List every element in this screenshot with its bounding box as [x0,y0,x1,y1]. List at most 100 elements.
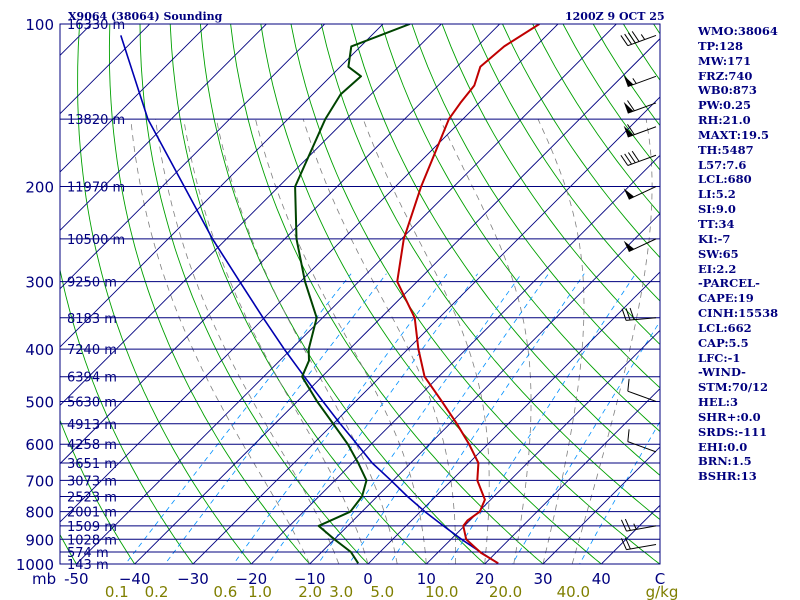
pressure-tick-label: 800 [25,504,54,522]
dry-adiabat [230,24,544,564]
mixing-ratio-line [267,273,479,564]
isotherm [484,388,660,564]
moist-adiabat [255,119,427,564]
index-item: TP:128 [698,38,744,53]
plot-frame [59,23,661,565]
temperature-tick-label: 10 [417,570,436,588]
dry-adiabat [60,533,77,564]
mixing-ratio-tick-label: 1.0 [248,583,272,600]
wind-barb [620,537,657,551]
pressure-tick-label: 100 [25,16,54,34]
diagram-background [60,24,660,564]
isotherm [367,271,660,564]
mixing-ratio-unit-label: g/kg [646,583,679,600]
dry-adiabat [502,24,660,259]
wind-barb-full [624,153,632,165]
index-item: TH:5487 [698,142,754,157]
isotherm [134,38,660,564]
index-item: HEL:3 [698,395,738,410]
wind-barb-staff [627,390,657,402]
dry-adiabat [381,24,660,433]
index-item: SHR+:0.0 [698,409,761,424]
height-label: 11970 m [67,181,125,196]
station-title: X9064 (38064) Sounding [68,10,223,23]
index-item: L57:7.6 [698,157,747,172]
temperature-unit-label: C [655,570,665,588]
wind-barb-staff [628,186,657,200]
wind-barb [620,518,657,532]
wind-barb-full [621,308,627,321]
temperature-tick-label: 0 [363,570,373,588]
index-item: LI:5.2 [698,187,736,202]
index-item: CAPE:19 [698,291,754,306]
wind-barb-full [625,308,631,321]
mixing-ratio-line [124,273,352,564]
index-item: PW:0.25 [698,98,752,113]
wind-barb-half [640,34,646,40]
index-item: SI:9.0 [698,202,736,217]
pressure-tick-label: 600 [25,436,54,454]
moist-adiabat [537,118,585,564]
index-item: SW:65 [698,246,739,261]
height-label: 13820 m [67,113,125,128]
index-item: STM:70/12 [698,380,769,395]
wind-barb-pennant [623,75,634,87]
wind-barb-full [620,35,629,46]
isotherm [60,24,209,173]
height-label: 1509 m [67,520,117,535]
moist-adiabat [216,119,398,564]
wind-barb-full [620,538,627,550]
height-label: 16330 m [67,18,125,33]
height-label: 3073 m [67,474,117,489]
index-item: CINH:15538 [698,306,779,321]
dry-adiabat [471,24,660,302]
isotherm [309,213,660,564]
height-label: 5630 m [67,395,117,410]
wind-barb-full [627,124,635,135]
isotherm [60,24,559,523]
mixing-ratio-tick-label: 3.0 [329,583,353,600]
dry-adiabat [60,419,136,564]
sounding-profiles [120,24,540,564]
index-item: LCL:680 [698,172,752,187]
mixing-ratio-tick-label: 40.0 [557,583,590,600]
index-item: -WIND- [698,365,746,380]
isotherm [75,24,617,564]
wind-barb-full [620,519,627,532]
temperature-tick-label: −10 [294,570,326,588]
wind-barbs [620,31,657,551]
height-label: 2001 m [67,506,117,521]
wind-barb [623,100,657,114]
mixing-ratio-tick-label: 20.0 [489,583,522,600]
temperature-tick-label: 40 [592,570,611,588]
parcel-trace [120,35,499,564]
moist-adiabat [571,119,653,564]
wind-barb-staff [627,102,657,114]
dry-adiabat [290,24,660,564]
dry-adiabat [320,24,660,521]
wind-barb-staff [626,543,657,551]
dry-adiabat [441,24,660,346]
wind-barb [623,75,657,88]
height-label: 6394 m [67,371,117,386]
isotherm [425,329,660,564]
height-label: 8183 m [67,312,117,327]
wind-barb-pennant [623,101,634,114]
isotherm [192,96,660,564]
moist-adiabat [130,119,311,564]
temperature-tick-label: −40 [119,570,151,588]
moist-adiabat [155,119,340,564]
temperature-tick-label: −20 [236,570,268,588]
height-label: 10500 m [67,233,125,248]
isotherm [60,24,384,348]
moist-adiabat [183,119,369,564]
isotherm [60,24,442,406]
index-item: WB0:873 [698,83,757,98]
dewpoint-trace [294,24,411,564]
index-item: WMO:38064 [698,24,778,38]
wind-barb-full [627,100,635,112]
mixing-ratio-tick-label: 0.1 [105,583,129,600]
mixing-ratio-line [164,273,387,564]
dry-adiabat [77,24,252,564]
wind-barb-pennant [623,188,635,200]
